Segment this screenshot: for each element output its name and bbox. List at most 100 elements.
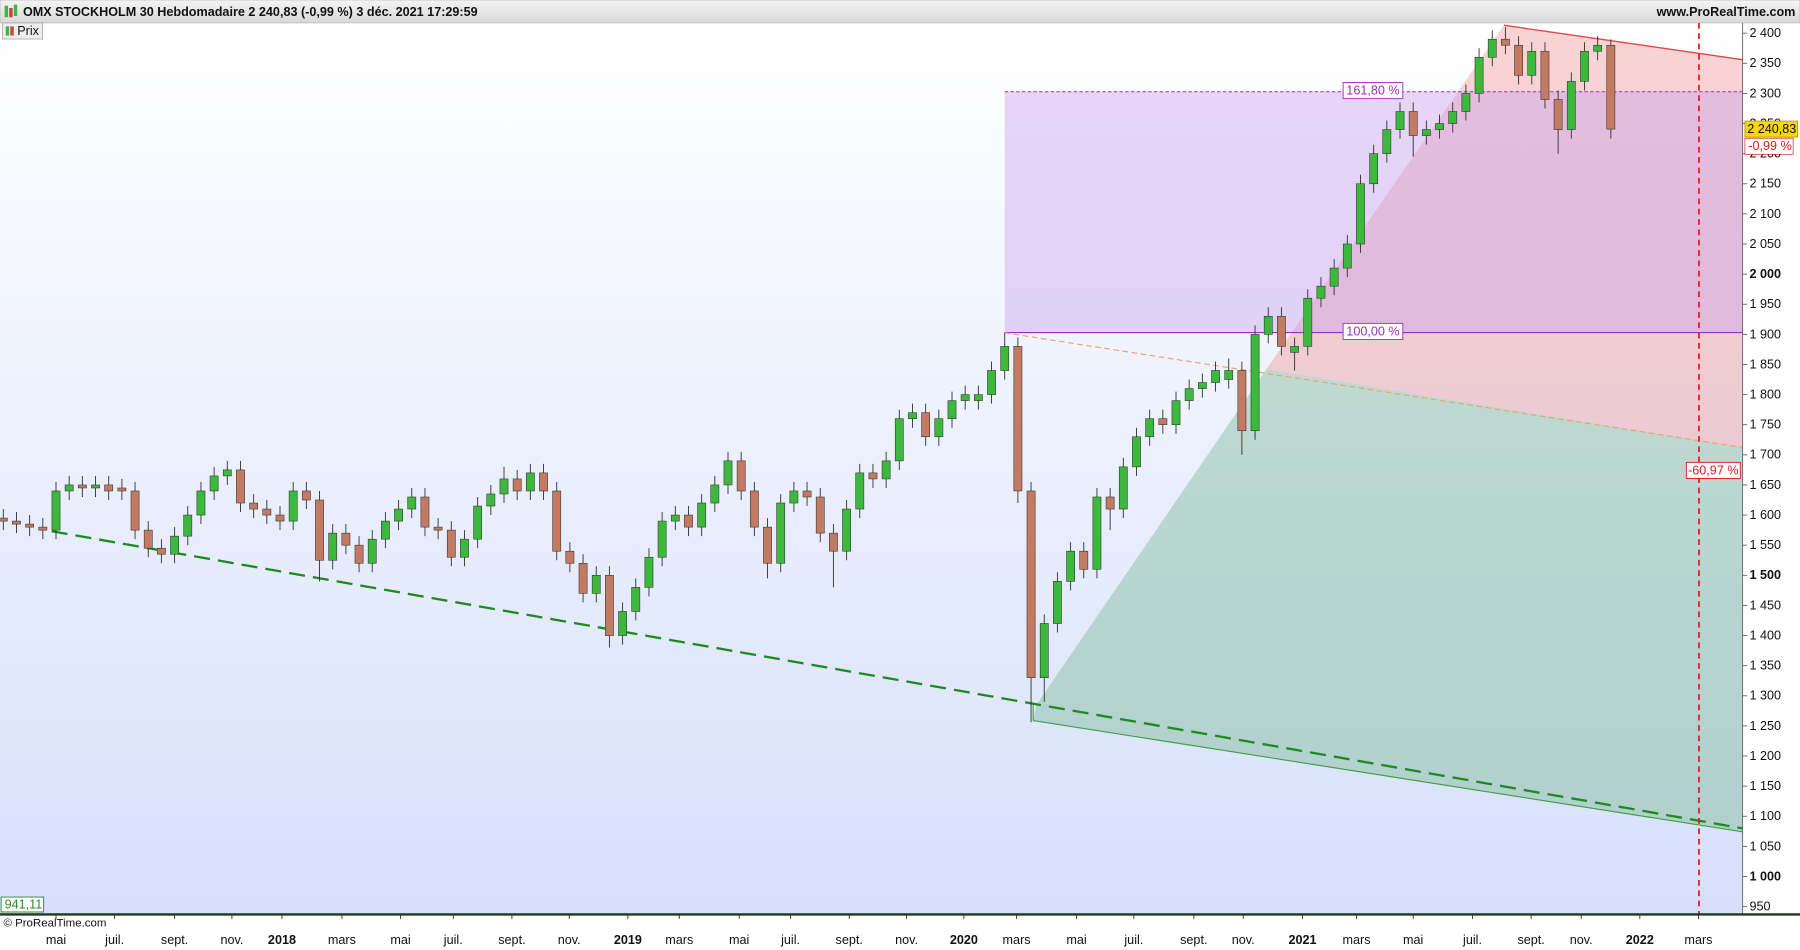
candle-body — [670, 514, 680, 522]
candle-body — [1395, 111, 1405, 130]
x-tick-label: mars — [1003, 933, 1031, 947]
candle-body — [1474, 56, 1484, 94]
fib-label: 100,00 % — [1346, 324, 1399, 338]
candle-body — [539, 472, 548, 492]
candle-body — [1092, 496, 1102, 570]
x-tick-label: mai — [1066, 933, 1086, 947]
x-tick-label: 2021 — [1288, 933, 1316, 947]
candle-body — [1145, 418, 1155, 438]
x-tick-label: sept. — [498, 933, 525, 947]
candle-body — [209, 475, 219, 492]
candle-body — [657, 520, 667, 558]
axes: 950 1 000 1 050 1 100 1 150 1 200 1 250 1 300 1 … — [0, 26, 1799, 947]
legend-label: Prix — [17, 24, 39, 38]
candle-body — [473, 505, 483, 540]
y-tick-label: 1 700 — [1749, 448, 1781, 462]
candle-body — [1039, 623, 1049, 678]
candle-body — [1501, 38, 1510, 46]
fibonacci-group: 100,00 % 161,80 % — [1004, 82, 1743, 340]
y-tick-label: 1 250 — [1749, 719, 1781, 733]
x-tick-label: mai — [1403, 933, 1423, 947]
copyright: © ProRealTime.com — [3, 918, 106, 930]
y-tick-label: 1 000 — [1749, 869, 1781, 883]
candle-body — [143, 529, 153, 549]
candle-body — [354, 544, 364, 564]
x-tick-label: sept. — [1517, 933, 1544, 947]
x-tick-label: juil. — [1462, 933, 1482, 947]
candle-body — [1013, 346, 1023, 492]
candle-body — [1277, 316, 1286, 347]
y-tick-label: 1 100 — [1749, 809, 1781, 823]
candle-body — [1184, 388, 1194, 401]
candle-body — [1356, 183, 1365, 245]
candle-body — [1593, 44, 1603, 52]
candle-body — [328, 532, 338, 561]
last-change: -0,99 % — [1748, 139, 1791, 153]
projection-line — [1004, 332, 1743, 449]
y-tick-label: 2 400 — [1749, 26, 1781, 40]
candle-body — [1329, 267, 1339, 287]
x-tick-label: mai — [729, 933, 749, 947]
projection-label-box — [1685, 461, 1741, 479]
last-price: 2 240,83 — [1747, 122, 1796, 136]
y-tick-label: 1 600 — [1749, 508, 1781, 522]
y-tick-label: 1 400 — [1749, 628, 1781, 642]
candle-body — [921, 412, 931, 438]
x-tick-label: nov. — [558, 933, 581, 947]
candle-body — [157, 547, 166, 555]
candle-body — [960, 394, 970, 401]
candle-body — [842, 508, 851, 552]
candle-body — [1448, 111, 1458, 124]
candle-body — [1197, 382, 1207, 389]
x-tick-label: 2018 — [268, 933, 296, 947]
candle-body — [301, 490, 311, 501]
candle-body — [1105, 496, 1115, 510]
legend-icon — [5, 26, 10, 36]
x-tick-label: nov. — [220, 933, 243, 947]
last-change-box — [1744, 137, 1794, 155]
header-icon — [13, 4, 18, 17]
candle-body — [855, 472, 865, 510]
candle-body — [196, 490, 206, 516]
candle-body — [486, 493, 496, 507]
candle-body — [0, 517, 8, 522]
y-tick-label: 1 900 — [1749, 327, 1781, 341]
candle-body — [1066, 550, 1075, 582]
candle-body — [881, 460, 891, 480]
candle-body — [1316, 285, 1326, 299]
candle-body — [183, 514, 193, 537]
candle-body — [776, 502, 786, 564]
y-tick-label: 1 050 — [1749, 839, 1781, 853]
y-tick-label: 1 300 — [1749, 689, 1781, 703]
y-tick-label: 2 000 — [1749, 267, 1781, 281]
candle-body — [77, 484, 87, 489]
candle-body — [789, 490, 799, 504]
x-tick-label: mars — [1343, 933, 1371, 947]
projection-zone-green — [1033, 369, 1743, 832]
source: www.ProRealTime.com — [1656, 5, 1796, 19]
cursor-price: 941,11 — [5, 897, 43, 911]
y-tick-label: 2 050 — [1749, 237, 1781, 251]
fib-label: 161,80 % — [1346, 83, 1399, 97]
header-bar — [0, 0, 1800, 24]
x-tick-label: mai — [46, 933, 66, 947]
y-tick-label: 1 750 — [1749, 418, 1781, 432]
candle-body — [1263, 316, 1273, 335]
candle-body — [1132, 436, 1141, 468]
candle-body — [249, 502, 259, 510]
chart-title: OMX STOCKHOLM 30 Hebdomadaire 2 240,83 (… — [23, 5, 478, 19]
candle-body — [591, 575, 601, 594]
candle-body — [512, 478, 522, 492]
candle-body — [763, 526, 772, 564]
x-tick-label: mai — [390, 933, 410, 947]
candle-body — [697, 502, 707, 528]
candle-body — [987, 370, 996, 395]
y-tick-label: 2 300 — [1749, 86, 1781, 100]
y-tick-label: 1 450 — [1749, 598, 1781, 612]
candle-body — [104, 484, 114, 492]
x-tick-label: juil. — [443, 933, 463, 947]
candle-body — [1408, 111, 1418, 136]
candle-body — [341, 532, 351, 546]
